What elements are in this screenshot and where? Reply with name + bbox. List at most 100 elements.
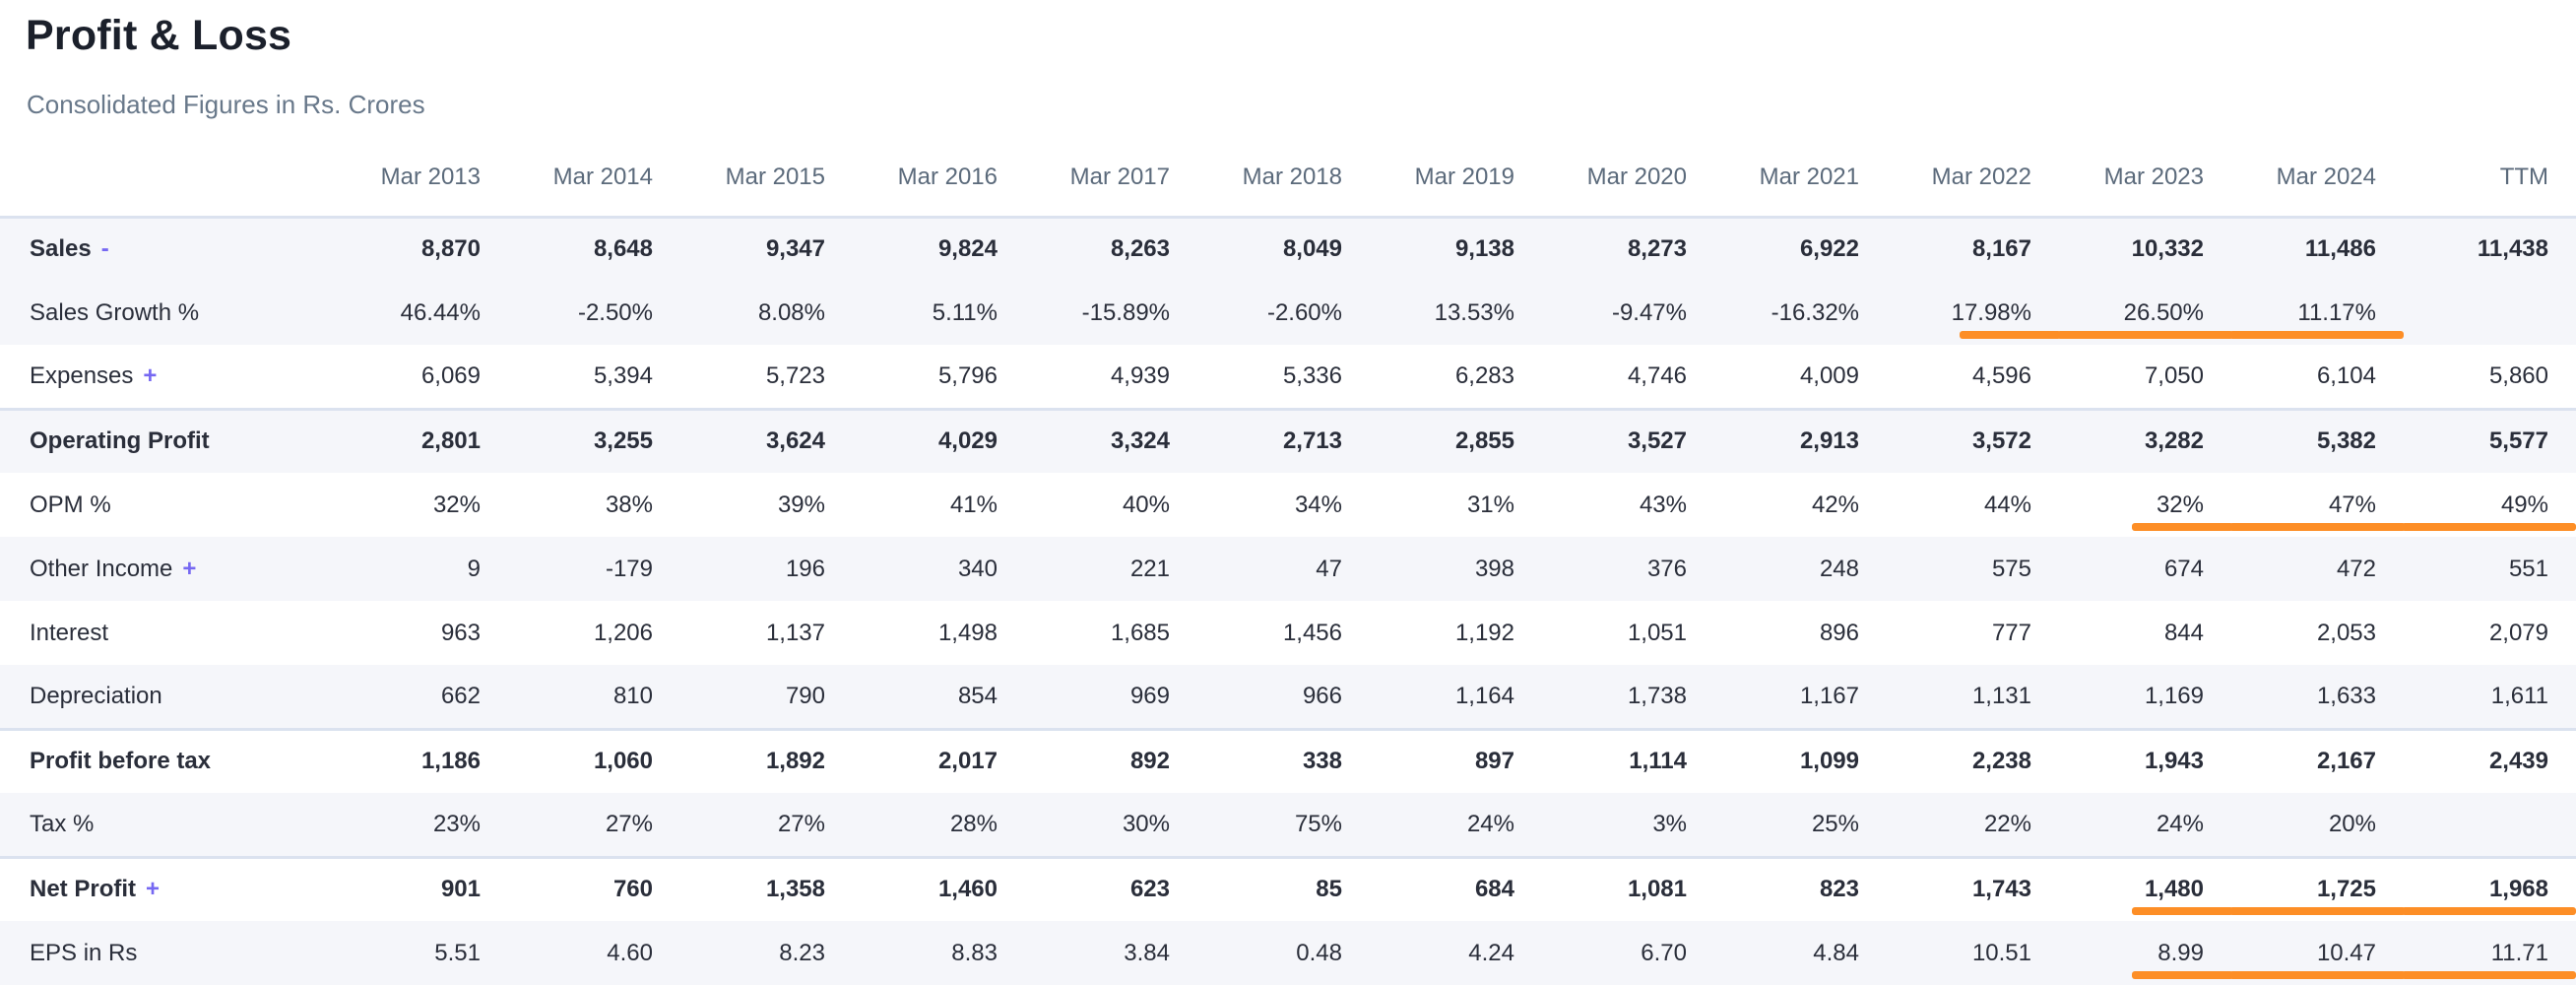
row-label-cell-operating-profit: Operating Profit bbox=[0, 407, 336, 473]
row-label-text: Depreciation bbox=[30, 682, 162, 709]
profit-loss-section: Profit & Loss Consolidated Figures in Rs… bbox=[0, 12, 2576, 985]
row-label-cell-depreciation: Depreciation bbox=[0, 665, 336, 729]
expand-plus-icon: + bbox=[182, 555, 197, 582]
row-label-cell-tax: Tax % bbox=[0, 793, 336, 857]
cell-profit-before-tax-mar-2014: 1,060 bbox=[508, 727, 680, 793]
cell-operating-profit-mar-2013: 2,801 bbox=[336, 407, 508, 473]
cell-other-income-mar-2014: -179 bbox=[605, 555, 653, 582]
row-label-cell-opm: OPM % bbox=[0, 473, 336, 537]
row-sales: Sales - 8,870 8,648 9,347 9,824 8,263 8,049 9,13… bbox=[0, 217, 2576, 281]
row-interest: Interest 963 1,206 1,137 1,498 1,685 1,456 1,19… bbox=[0, 601, 2576, 665]
cell-net-profit-mar-2014: 760 bbox=[508, 855, 680, 921]
cell-tax-mar-2016: 28% bbox=[949, 810, 998, 837]
row-depreciation: Depreciation 662 810 790 854 969 966 1,164 1,738… bbox=[0, 665, 2576, 729]
row-label-tax: Tax % bbox=[30, 811, 94, 838]
column-header-mar-2019: Mar 2019 bbox=[1370, 146, 1542, 219]
row-label-net-profit-toggle[interactable]: Net Profit + bbox=[30, 876, 160, 903]
row-opm: OPM % 32% 38% 39% 41% 40% 34% 31% 43% 42% 44% 32% 47… bbox=[0, 473, 2576, 537]
cell-profit-before-tax-mar-2023: 1,943 bbox=[2059, 727, 2231, 793]
page-title: Profit & Loss bbox=[26, 12, 292, 59]
row-label-text: OPM % bbox=[30, 491, 111, 518]
cell-opm-mar-2020: 43% bbox=[1639, 491, 1687, 518]
column-header-mar-2024: Mar 2024 bbox=[2231, 146, 2404, 219]
expand-plus-icon: + bbox=[146, 876, 161, 903]
column-header-mar-2023: Mar 2023 bbox=[2059, 146, 2231, 219]
cell-depreciation-mar-2014: 810 bbox=[612, 682, 653, 709]
cell-interest-mar-2018: 1,456 bbox=[1282, 619, 1342, 646]
cell-operating-profit-mar-2023: 3,282 bbox=[2059, 407, 2231, 473]
cell-sales-mar-2017: 8,263 bbox=[1110, 235, 1170, 263]
cell-expenses-mar-2018: 5,336 bbox=[1282, 361, 1342, 389]
label-column-header bbox=[0, 146, 336, 219]
cell-other-income-mar-2017: 221 bbox=[1129, 555, 1170, 582]
cell-operating-profit-mar-2014: 3,255 bbox=[508, 407, 680, 473]
row-expenses: Expenses +6,069 5,394 5,723 5,796 4,939 5,336 6… bbox=[0, 345, 2576, 409]
cell-other-income-mar-2020: 376 bbox=[1646, 555, 1687, 582]
cell-opm-mar-2023: 32% bbox=[2059, 473, 2233, 537]
row-label-text: Sales bbox=[30, 235, 92, 263]
cell-eps-in-rs-mar-2020: 6.70 bbox=[1641, 939, 1687, 966]
cell-interest-mar-2016: 1,498 bbox=[937, 619, 998, 646]
cell-sales-mar-2013: 8,870 bbox=[420, 235, 481, 263]
cell-sales-growth-mar-2015: 8.08% bbox=[757, 298, 825, 326]
cell-other-income-mar-2018: 47 bbox=[1316, 555, 1342, 582]
cell-depreciation-mar-2013: 662 bbox=[440, 682, 481, 709]
cell-operating-profit-mar-2019: 2,855 bbox=[1370, 407, 1542, 473]
cell-profit-before-tax-mar-2022: 2,238 bbox=[1887, 727, 2059, 793]
row-label-text: Profit before tax bbox=[30, 748, 212, 775]
row-label-cell-profit-before-tax: Profit before tax bbox=[0, 727, 336, 793]
cell-eps-in-rs-mar-2024: 10.47 bbox=[2229, 921, 2406, 985]
cell-profit-before-tax-mar-2019: 897 bbox=[1370, 727, 1542, 793]
cell-profit-before-tax-mar-2024: 2,167 bbox=[2231, 727, 2404, 793]
cell-net-profit-mar-2022: 1,743 bbox=[1887, 855, 2059, 921]
cell-expenses-mar-2024: 6,104 bbox=[2316, 361, 2376, 389]
profit-loss-table: Mar 2013 Mar 2014 Mar 2015 Mar 2016 Mar 2017… bbox=[0, 146, 2576, 985]
cell-expenses-mar-2022: 4,596 bbox=[1971, 361, 2031, 389]
cell-depreciation-mar-2018: 966 bbox=[1302, 682, 1342, 709]
cell-net-profit-mar-2019: 684 bbox=[1370, 855, 1542, 921]
row-label-profit-before-tax: Profit before tax bbox=[30, 748, 211, 775]
cell-opm-mar-2014: 38% bbox=[605, 491, 653, 518]
cell-tax-mar-2021: 25% bbox=[1811, 810, 1859, 837]
cell-net-profit-mar-2024: 1,725 bbox=[2229, 855, 2406, 921]
cell-tax-mar-2024: 20% bbox=[2328, 810, 2376, 837]
row-label-sales-toggle[interactable]: Sales - bbox=[30, 235, 109, 263]
cell-expenses-mar-2023: 7,050 bbox=[2144, 361, 2204, 389]
cell-opm-ttm: 49% bbox=[2402, 473, 2576, 537]
cell-depreciation-mar-2016: 854 bbox=[957, 682, 998, 709]
cell-net-profit-mar-2018: 85 bbox=[1197, 855, 1370, 921]
cell-interest-mar-2017: 1,685 bbox=[1110, 619, 1170, 646]
cell-interest-mar-2023: 844 bbox=[2163, 619, 2204, 646]
cell-depreciation-mar-2021: 1,167 bbox=[1799, 682, 1859, 709]
cell-other-income-mar-2024: 472 bbox=[2336, 555, 2376, 582]
cell-eps-in-rs-mar-2013: 5.51 bbox=[434, 939, 481, 966]
column-header-mar-2017: Mar 2017 bbox=[1025, 146, 1197, 219]
row-label-cell-expenses: Expenses + bbox=[0, 345, 336, 409]
cell-profit-before-tax-mar-2017: 892 bbox=[1025, 727, 1197, 793]
cell-interest-mar-2022: 777 bbox=[1991, 619, 2031, 646]
cell-sales-growth-mar-2021: -16.32% bbox=[1771, 298, 1859, 326]
row-label-cell-other-income: Other Income + bbox=[0, 537, 336, 601]
cell-tax-mar-2022: 22% bbox=[1983, 810, 2031, 837]
cell-operating-profit-mar-2015: 3,624 bbox=[680, 407, 853, 473]
cell-sales-growth-mar-2017: -15.89% bbox=[1081, 298, 1170, 326]
column-header-mar-2013: Mar 2013 bbox=[336, 146, 508, 219]
row-eps-in-rs: EPS in Rs 5.51 4.60 8.23 8.83 3.84 0.48 4.24 6.7… bbox=[0, 921, 2576, 985]
cell-profit-before-tax-mar-2013: 1,186 bbox=[336, 727, 508, 793]
cell-profit-before-tax-mar-2021: 1,099 bbox=[1714, 727, 1887, 793]
cell-opm-mar-2019: 31% bbox=[1466, 491, 1514, 518]
cell-tax-mar-2017: 30% bbox=[1122, 810, 1170, 837]
row-tax: Tax % 23% 27% 27% 28% 30% 75% 24% 3% 25% 22% 24% 20% bbox=[0, 793, 2576, 857]
cell-depreciation-mar-2020: 1,738 bbox=[1627, 682, 1687, 709]
row-net-profit: Net Profit +901 760 1,358 1,460 623 85 684 1,081… bbox=[0, 855, 2576, 921]
cell-sales-mar-2014: 8,648 bbox=[593, 235, 653, 263]
row-label-other-income-toggle[interactable]: Other Income + bbox=[30, 556, 196, 583]
row-label-cell-net-profit: Net Profit + bbox=[0, 855, 336, 921]
row-label-text: EPS in Rs bbox=[30, 939, 138, 966]
cell-operating-profit-mar-2024: 5,382 bbox=[2231, 407, 2404, 473]
row-label-expenses-toggle[interactable]: Expenses + bbox=[30, 362, 157, 390]
row-profit-before-tax: Profit before tax 1,186 1,060 1,892 2,017 892… bbox=[0, 727, 2576, 793]
cell-depreciation-mar-2015: 790 bbox=[785, 682, 825, 709]
cell-interest-mar-2019: 1,192 bbox=[1454, 619, 1514, 646]
row-label-depreciation: Depreciation bbox=[30, 683, 162, 710]
